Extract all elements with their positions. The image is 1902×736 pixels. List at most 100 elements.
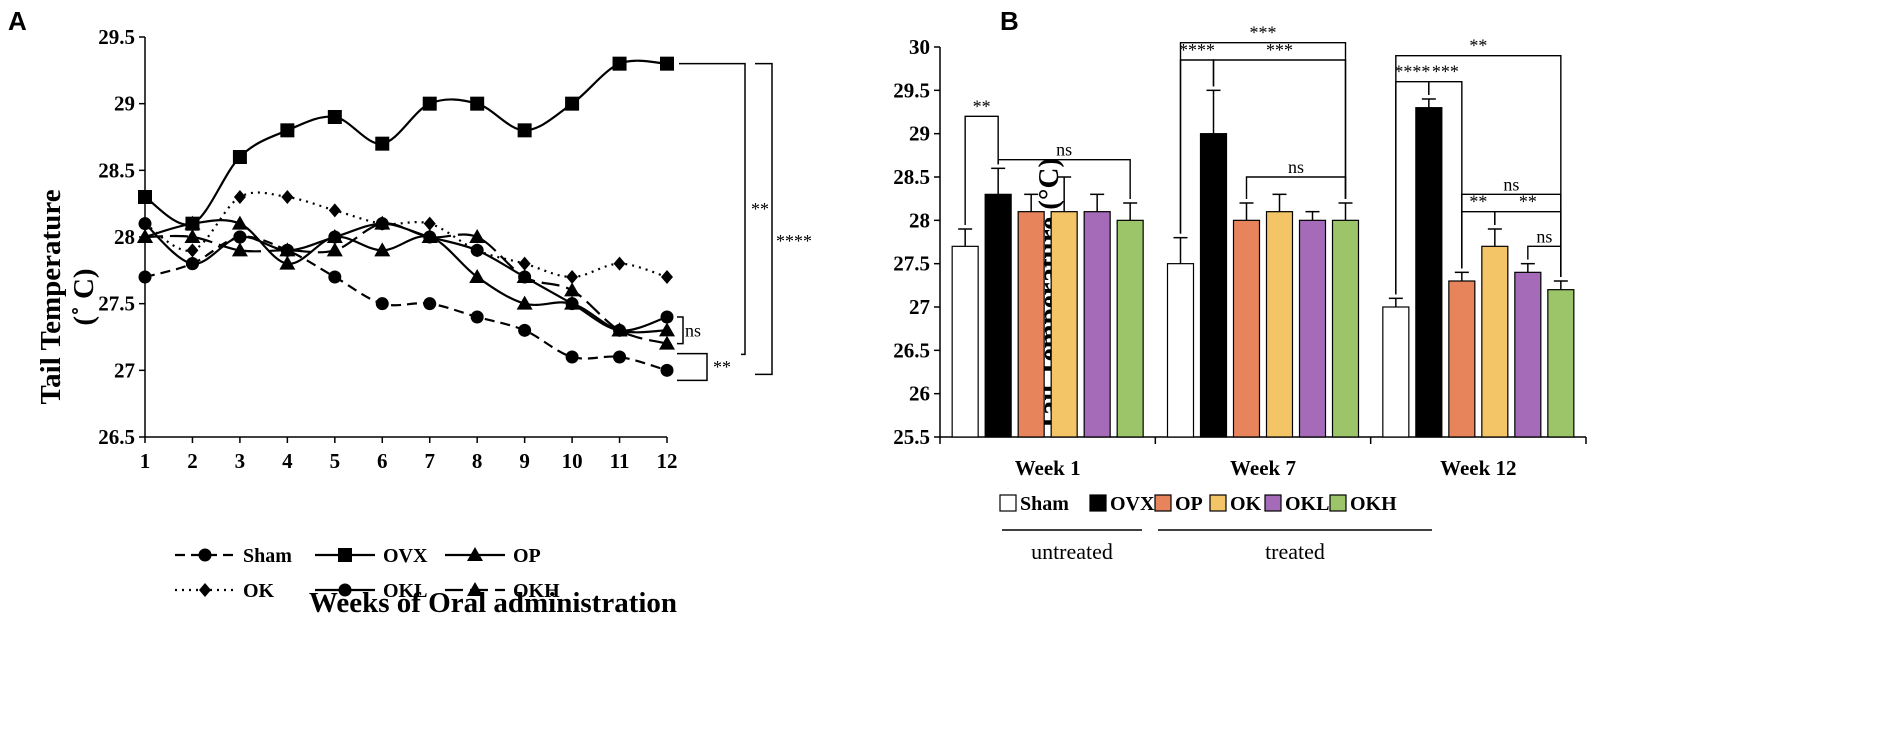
chart-b-sig-bracket — [1245, 176, 1347, 199]
chart-a-legend-marker-op — [467, 547, 483, 561]
chart-a-point-okh — [137, 229, 153, 243]
chart-a-legend-label-okl: OKL — [383, 580, 427, 602]
chart-a-point-sham — [660, 363, 674, 377]
chart-a-sig-ovx-sham-label: **** — [776, 231, 812, 251]
chart-a-point-ovx — [565, 96, 580, 111]
chart-b-sig-label: ns — [1288, 157, 1304, 177]
chart-a-series-line-ok — [144, 191, 668, 279]
chart-a-point-okh — [659, 335, 675, 350]
chart-a-series-line-ovx — [144, 59, 668, 226]
chart-a-series-line-okl — [144, 222, 668, 332]
chart-a-legend-marker-ok — [199, 583, 211, 597]
chart-a-point-sham — [375, 297, 389, 311]
chart-a-point-okl — [185, 257, 199, 271]
chart-a-sig-ns-bracket — [677, 316, 684, 345]
chart-a-point-okl — [660, 310, 674, 324]
chart-b-sig-bracket — [997, 158, 1131, 199]
chart-a-point-okh — [326, 242, 343, 257]
chart-a-point-op — [516, 295, 533, 310]
chart-a-point-sham — [565, 350, 579, 364]
chart-a-x-tick-label: 7 — [424, 449, 435, 473]
chart-b-sig-bracket — [1212, 59, 1347, 199]
chart-a-point-sham — [138, 270, 152, 284]
chart-a-sig-ovx-okh-bracket — [679, 62, 746, 356]
chart-b-sig-label: ns — [1503, 174, 1519, 194]
chart-a-point-ovx — [375, 136, 390, 151]
chart-a-point-ovx — [470, 96, 485, 111]
chart-a-legend-marker-ovx — [338, 548, 352, 562]
chart-b-sig-label: **** — [1179, 40, 1215, 60]
chart-a-point-ok — [423, 216, 436, 231]
chart-b-legend-label-okl: OKL — [1285, 493, 1329, 515]
chart-a-point-ovx — [232, 150, 247, 164]
chart-b-bar-op — [1448, 280, 1476, 438]
chart-a-point-ovx — [422, 96, 437, 111]
chart-a-y-tick-label: 29.5 — [98, 25, 135, 49]
panel-a-label: A — [8, 6, 27, 36]
chart-a-point-sham — [328, 270, 342, 284]
chart-a-point-ovx — [612, 56, 627, 71]
chart-a-point-ok — [328, 203, 341, 218]
chart-a-point-sham — [423, 297, 437, 311]
chart-b-bar-sham — [1382, 306, 1410, 438]
chart-a-legend-marker-okl — [338, 583, 352, 597]
chart-b-sig-bracket — [1494, 210, 1562, 277]
chart-b-bar-okl — [1083, 211, 1111, 438]
chart-a-point-ok — [613, 256, 626, 271]
chart-b-y-tick-label: 28 — [909, 208, 930, 232]
chart-b-x-tick-label: Week 7 — [1230, 456, 1296, 480]
chart-b-y-tick-label: 26 — [909, 382, 930, 406]
chart-b-sig-label: ns — [1056, 140, 1072, 160]
chart-a-point-okl — [328, 230, 342, 244]
chart-b-y-tick-label: 27 — [909, 295, 930, 319]
chart-a-point-ovx — [138, 190, 152, 204]
chart-b-sig-label: **** — [1394, 62, 1430, 82]
panel-b-label: B — [1000, 6, 1019, 36]
chart-a-legend-label-op: OP — [513, 545, 541, 567]
chart-a-x-tick-label: 9 — [519, 449, 530, 473]
chart-b-legend-label-okh: OKH — [1350, 493, 1397, 515]
chart-a-y-tick-label: 27.5 — [98, 292, 135, 316]
chart-a-x-tick-label: 4 — [282, 449, 293, 473]
chart-b-sig-label: ns — [1536, 226, 1552, 246]
chart-a-x-tick-label: 2 — [187, 449, 198, 473]
chart-a-point-ok — [186, 243, 199, 258]
chart-a-point-okh — [184, 229, 201, 243]
chart-a-point-okh — [279, 242, 296, 257]
chart-b-sig-label: *** — [1266, 40, 1293, 60]
chart-b-legend-swatch-okl — [1264, 494, 1282, 512]
chart-a-x-tick-label: 3 — [235, 449, 246, 473]
chart-a-y-label-line1: Tail Temperature — [35, 189, 67, 404]
chart-b-bar-chart: Tail Temperature (°C) 25.52626.52727.528… — [893, 23, 1587, 564]
chart-a-sig-okl-sham-bracket — [677, 352, 708, 382]
chart-b-bar-ok — [1481, 245, 1509, 438]
chart-a-y-tick-label: 28 — [114, 225, 135, 249]
chart-a-point-op — [231, 215, 248, 230]
chart-a-sig-ns-label: ns — [685, 320, 701, 340]
chart-a-point-okl — [233, 230, 247, 244]
chart-a-point-okl — [470, 243, 484, 257]
chart-a-line-chart: Tail Temperature (˚ C) Weeks of Oral adm… — [35, 25, 812, 619]
chart-a-point-okh — [421, 229, 438, 243]
chart-a-point-ok — [661, 270, 673, 284]
chart-b-sig-label: ** — [973, 96, 991, 116]
chart-b-sig-label: ** — [1469, 36, 1487, 56]
chart-b-sig-bracket — [964, 115, 999, 225]
chart-a-sig-ovx-sham-bracket — [755, 62, 773, 376]
chart-a-point-ok — [281, 190, 294, 204]
chart-b-bar-op — [1232, 219, 1261, 438]
chart-b-sig-label: *** — [1432, 62, 1459, 82]
chart-b-bar-okh — [1547, 289, 1575, 438]
chart-b-group-label-treated: treated — [1265, 539, 1325, 564]
chart-a-point-okh — [469, 229, 486, 243]
chart-a-x-tick-label: 5 — [330, 449, 341, 473]
chart-a-point-ovx — [280, 123, 295, 138]
chart-b-legend-swatch-ovx — [1089, 494, 1107, 512]
chart-a-x-tick-label: 1 — [140, 449, 151, 473]
chart-b-y-tick-label: 29 — [909, 122, 930, 146]
chart-b-bar-ovx — [1199, 133, 1228, 438]
chart-a-point-okh — [231, 242, 248, 257]
chart-a-y-tick-label: 26.5 — [98, 425, 135, 449]
chart-a-point-op — [469, 269, 486, 283]
chart-a-legend-label-sham: Sham — [243, 545, 292, 567]
